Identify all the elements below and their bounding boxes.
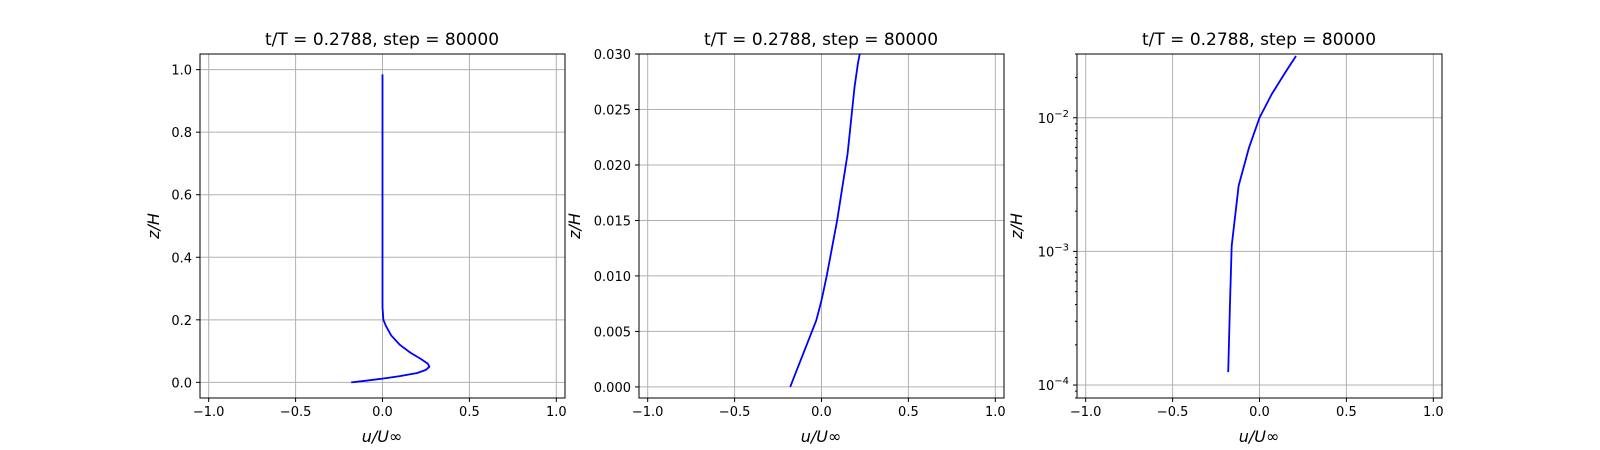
panel-2: t/T = 0.2788, step = 80000 u/U∞ z/H −1.0… [565,30,1006,446]
panel-1-y-tick-label: 0.2 [171,314,192,329]
panel-3-x-tick-label: −0.5 [1157,405,1189,420]
panel-3-axes-frame [1076,53,1443,399]
panel-1-y-tick-label: 0.6 [171,189,192,204]
panel-3-series-line [1227,55,1297,373]
panel-3-x-tick-label: −1.0 [1070,405,1102,420]
panel-2-series-line [789,53,861,388]
panel-1-x-tick-label: 1.0 [546,405,567,420]
panel-2-x-label: u/U∞ [801,427,842,446]
panel-1-y-tick-label: 0.8 [171,126,192,141]
panel-3-x-label: u/U∞ [1239,427,1280,446]
panel-2-x-tick-label: −0.5 [719,405,751,420]
panel-2-grid [639,53,1004,398]
panel-1-x-label: u/U∞ [362,427,403,446]
panel-1-axes-frame [199,53,566,399]
panel-3-y-label: z/H [1007,213,1026,240]
panel-1: t/T = 0.2788, step = 80000 u/U∞ z/H −1.0… [144,30,567,446]
panel-2-y-tick-label: 0.030 [594,48,631,63]
panel-2-x-tick-label: 0.0 [811,405,832,420]
panel-2-y-label: z/H [565,213,584,240]
panel-1-y-tick-label: 0.0 [171,376,192,391]
panel-2-x-tick-label: −1.0 [632,405,664,420]
panel-2-y-tick-label: 0.015 [594,214,631,229]
panel-2-y-tick-label: 0.020 [594,159,631,174]
panel-1-y-label: z/H [144,213,163,240]
panel-3-x-tick-label: 1.0 [1423,405,1444,420]
panel-2-axes-frame [638,53,1005,399]
panel-1-x-tick-label: −0.5 [280,405,312,420]
panel-3-x-tick-label: 0.0 [1249,405,1270,420]
panel-1-title: t/T = 0.2788, step = 80000 [265,30,499,50]
panel-1-x-tick-label: −1.0 [193,405,225,420]
panel-2-y-tick-label: 0.025 [594,103,631,118]
panel-2-y-tick-label: 0.000 [594,381,631,396]
panel-2-y-tick-label: 0.005 [594,325,631,340]
panel-3-grid [1077,54,1442,398]
panel-1-y-tick-label: 1.0 [171,64,192,79]
panel-2-title: t/T = 0.2788, step = 80000 [704,30,938,50]
panel-3-title: t/T = 0.2788, step = 80000 [1142,30,1376,50]
panel-2-x-tick-label: 0.5 [898,405,919,420]
panel-1-x-tick-label: 0.5 [459,405,480,420]
panel-3-x-tick-label: 0.5 [1336,405,1357,420]
panel-1-x-tick-label: 0.0 [372,405,393,420]
panel-2-x-tick-label: 1.0 [985,405,1006,420]
panel-1-series-line [351,74,431,384]
panel-2-y-tick-label: 0.010 [594,270,631,285]
panel-1-y-tick-label: 0.4 [171,251,192,266]
